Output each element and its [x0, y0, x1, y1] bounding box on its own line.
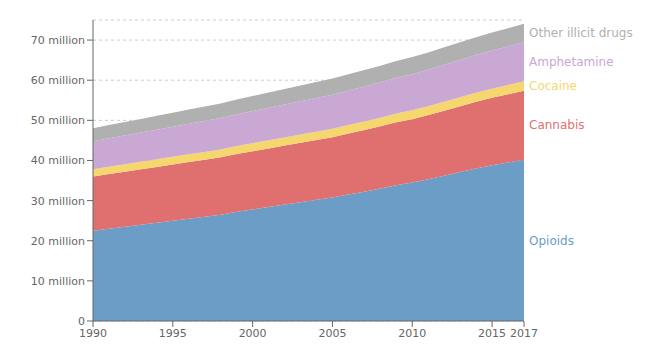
svg-text:70 million: 70 million — [31, 34, 85, 47]
svg-text:30 million: 30 million — [31, 195, 85, 208]
svg-text:20 million: 20 million — [31, 235, 85, 248]
svg-text:Cannabis: Cannabis — [529, 118, 585, 132]
svg-text:2017: 2017 — [510, 327, 538, 340]
svg-text:0: 0 — [78, 315, 85, 328]
svg-text:1995: 1995 — [159, 327, 187, 340]
svg-text:2010: 2010 — [398, 327, 426, 340]
svg-text:2000: 2000 — [239, 327, 267, 340]
svg-text:Amphetamine: Amphetamine — [529, 55, 614, 69]
svg-text:2015: 2015 — [478, 327, 506, 340]
svg-text:60 million: 60 million — [31, 74, 85, 87]
svg-text:1990: 1990 — [79, 327, 107, 340]
svg-text:2005: 2005 — [318, 327, 346, 340]
svg-text:Cocaine: Cocaine — [529, 79, 577, 93]
svg-text:Other illicit drugs: Other illicit drugs — [529, 26, 633, 40]
svg-text:10 million: 10 million — [31, 275, 85, 288]
svg-text:Opioids: Opioids — [529, 234, 574, 248]
svg-text:50 million: 50 million — [31, 114, 85, 127]
svg-text:40 million: 40 million — [31, 154, 85, 167]
